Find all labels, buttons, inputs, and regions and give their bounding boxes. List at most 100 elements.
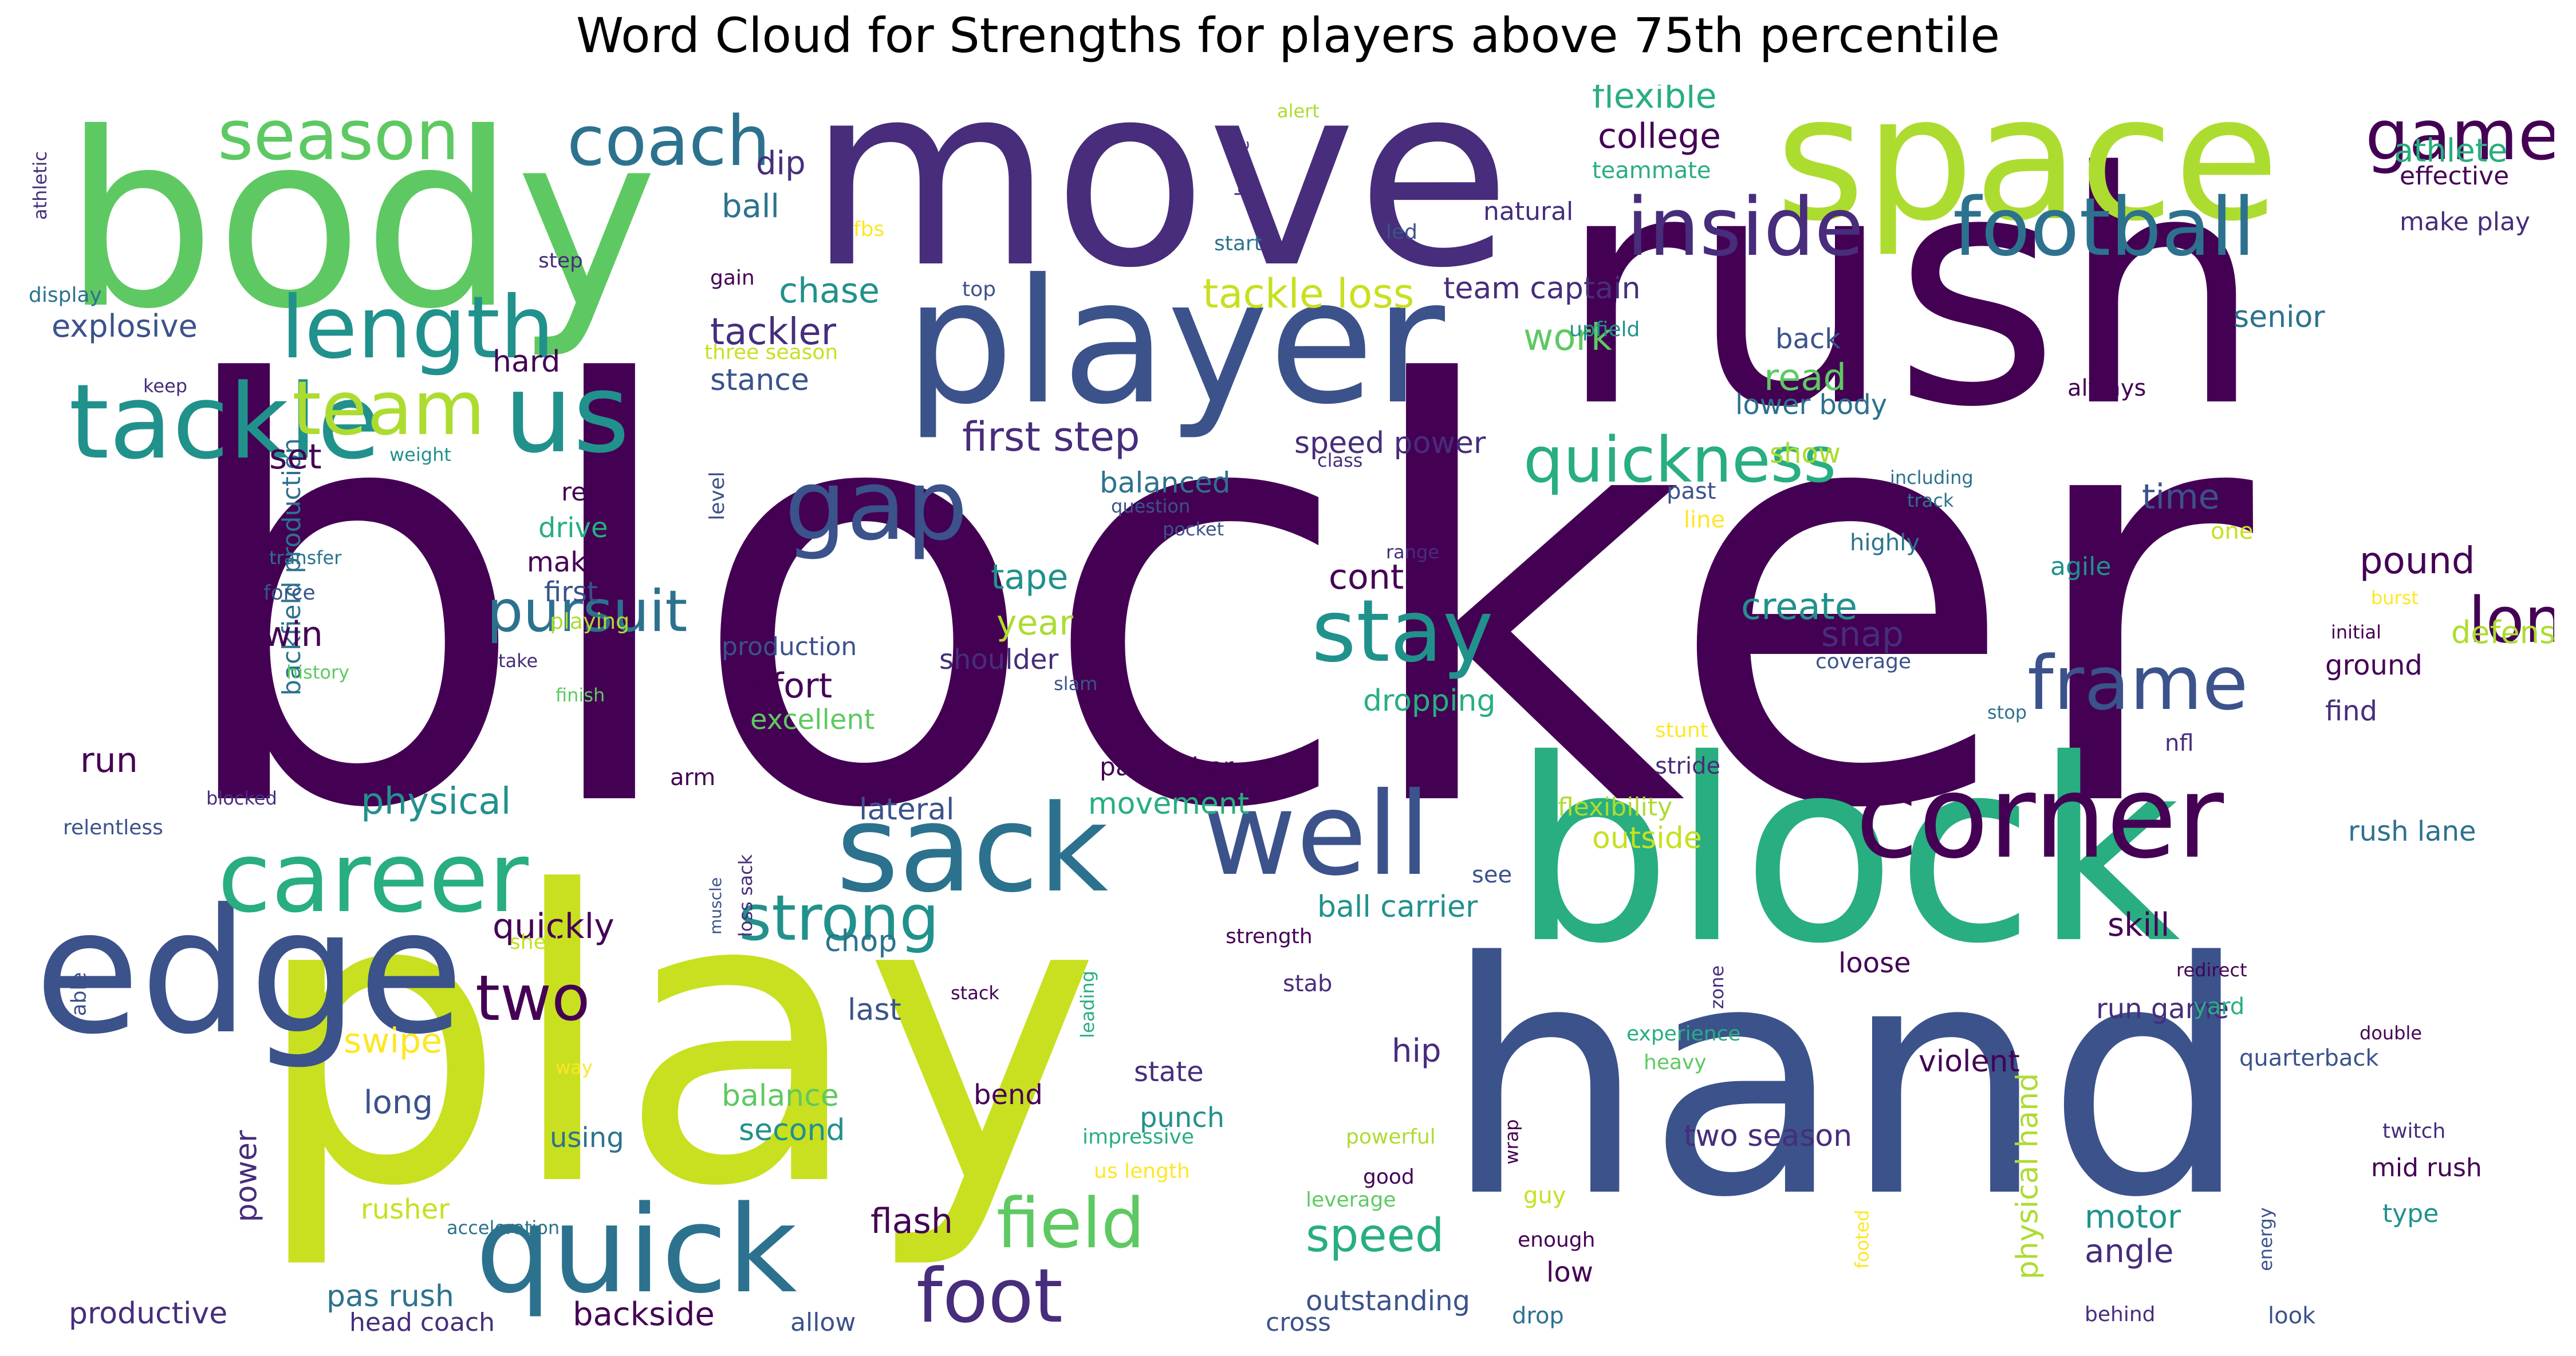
word-loss-sack: loss sack — [735, 854, 757, 937]
word-inside: inside — [1626, 181, 1864, 274]
word-dip: dip — [756, 145, 806, 182]
word-make: make — [527, 546, 602, 578]
word-movement: movement — [1088, 787, 1250, 821]
word-leverage: leverage — [1306, 1188, 1396, 1212]
word-player: player — [905, 242, 1445, 442]
word-tackle: tackle — [69, 362, 381, 482]
word-lateral: lateral — [859, 793, 955, 827]
word-speed-power: speed power — [1294, 426, 1486, 460]
word-slam: slam — [1054, 673, 1098, 695]
word-highly: highly — [1850, 530, 1920, 556]
word-stab: stab — [1283, 971, 1333, 997]
word-athletic: athletic — [29, 151, 52, 220]
word-drive: drive — [538, 512, 608, 544]
word-hustle: hustle — [1231, 140, 1254, 197]
word-back: back — [1775, 323, 1841, 355]
word-senior: senior — [2234, 300, 2325, 334]
word-field: field — [996, 1184, 1145, 1264]
word-reach: reach — [561, 478, 632, 507]
word-type: type — [2382, 1199, 2439, 1228]
word-using: using — [550, 1122, 624, 1154]
word-rusher: rusher — [361, 1193, 450, 1225]
word-experience: experience — [1626, 1022, 1741, 1046]
word-tackler: tackler — [710, 311, 837, 353]
word-cross: cross — [1266, 1308, 1332, 1334]
word-ground: ground — [2325, 649, 2423, 681]
word-three-season: three season — [704, 341, 838, 364]
word-hand: hand — [1443, 894, 2250, 1268]
word-snap: snap — [1821, 614, 1904, 655]
word-quickness: quickness — [1523, 423, 1837, 496]
word-guy: guy — [1523, 1182, 1566, 1209]
word-physical-hand: physical hand — [2010, 1073, 2045, 1280]
word-motor: motor — [2085, 1199, 2181, 1236]
word-flash: flash — [871, 1201, 953, 1241]
word-upfield: upfield — [1569, 318, 1640, 341]
word-acceleration: acceleration — [447, 1217, 560, 1239]
word-head-coach: head coach — [349, 1308, 495, 1334]
word-always: always — [2067, 375, 2146, 401]
word-set: set — [269, 437, 322, 477]
word-fbs: fbs — [853, 218, 885, 241]
word-gain: gain — [710, 266, 755, 290]
word-impressive: impressive — [1082, 1125, 1195, 1149]
word-stack: stack — [951, 982, 999, 1004]
word-us: us — [504, 350, 630, 477]
word-arm: arm — [670, 764, 716, 791]
word-outside: outside — [1592, 821, 1702, 856]
word-redirect: redirect — [2176, 959, 2247, 981]
word-rush: rush — [1558, 104, 2263, 478]
word-track: track — [1907, 490, 1954, 511]
word-drop: drop — [1512, 1303, 1564, 1329]
word-footed: footed — [1851, 1209, 1873, 1269]
word-gap: gap — [785, 449, 968, 562]
word-first: first — [544, 576, 598, 608]
word-zone: zone — [1706, 965, 1728, 1010]
word-balance: balance — [722, 1079, 839, 1113]
word-block: block — [1512, 705, 2181, 999]
word-body: body — [63, 85, 658, 362]
word-year: year — [996, 603, 1073, 643]
word-pound: pound — [2360, 540, 2475, 582]
word-leading: leading — [1076, 971, 1098, 1038]
word-angle: angle — [2085, 1233, 2174, 1270]
word-length: length — [281, 278, 555, 378]
word-show: show — [1770, 437, 1841, 470]
word-rush-lane: rush lane — [2348, 815, 2476, 847]
word-top: top — [962, 278, 996, 301]
word-level: level — [705, 471, 729, 521]
word-keep: keep — [143, 375, 188, 397]
word-transfer: transfer — [269, 547, 342, 569]
word-energy: energy — [2254, 1207, 2276, 1271]
word-mid-rush: mid rush — [2371, 1153, 2482, 1182]
word-pas-rusher: pas rusher — [1100, 752, 1234, 782]
word-range: range — [1386, 541, 1440, 563]
word-outstanding: outstanding — [1306, 1285, 1470, 1317]
word-quickly: quickly — [493, 906, 615, 947]
word-stay: stay — [1311, 582, 1494, 681]
page-title: Word Cloud for Strengths for players abo… — [576, 7, 2000, 64]
word-work: work — [1523, 317, 1612, 359]
word-two-season: two season — [1684, 1119, 1853, 1153]
word-effort: effort — [739, 666, 833, 706]
word-backside: backside — [573, 1296, 715, 1333]
word-past: past — [1667, 478, 1716, 504]
word-win: win — [263, 614, 323, 655]
word-contact: contact — [1329, 557, 1458, 597]
word-quick: quick — [475, 1180, 797, 1320]
word-cloud: blocker rush move play hand block body s… — [23, 85, 2554, 1333]
word-quarterback: quarterback — [2239, 1045, 2379, 1071]
word-blocked: blocked — [206, 787, 277, 809]
word-ball: ball — [722, 188, 779, 225]
word-college: college — [1598, 116, 1721, 156]
word-team: team — [292, 365, 486, 452]
word-force: force — [263, 581, 316, 605]
word-long-arm: long arm — [2468, 584, 2554, 657]
word-tackle-loss: tackle loss — [1203, 270, 1415, 317]
word-yard: yard — [2193, 994, 2245, 1020]
word-well: well — [1203, 768, 1431, 901]
word-speed: speed — [1306, 1209, 1444, 1262]
word-alert: alert — [1277, 100, 1319, 122]
word-including: including — [1890, 467, 1974, 488]
word-relentless: relentless — [63, 816, 163, 839]
